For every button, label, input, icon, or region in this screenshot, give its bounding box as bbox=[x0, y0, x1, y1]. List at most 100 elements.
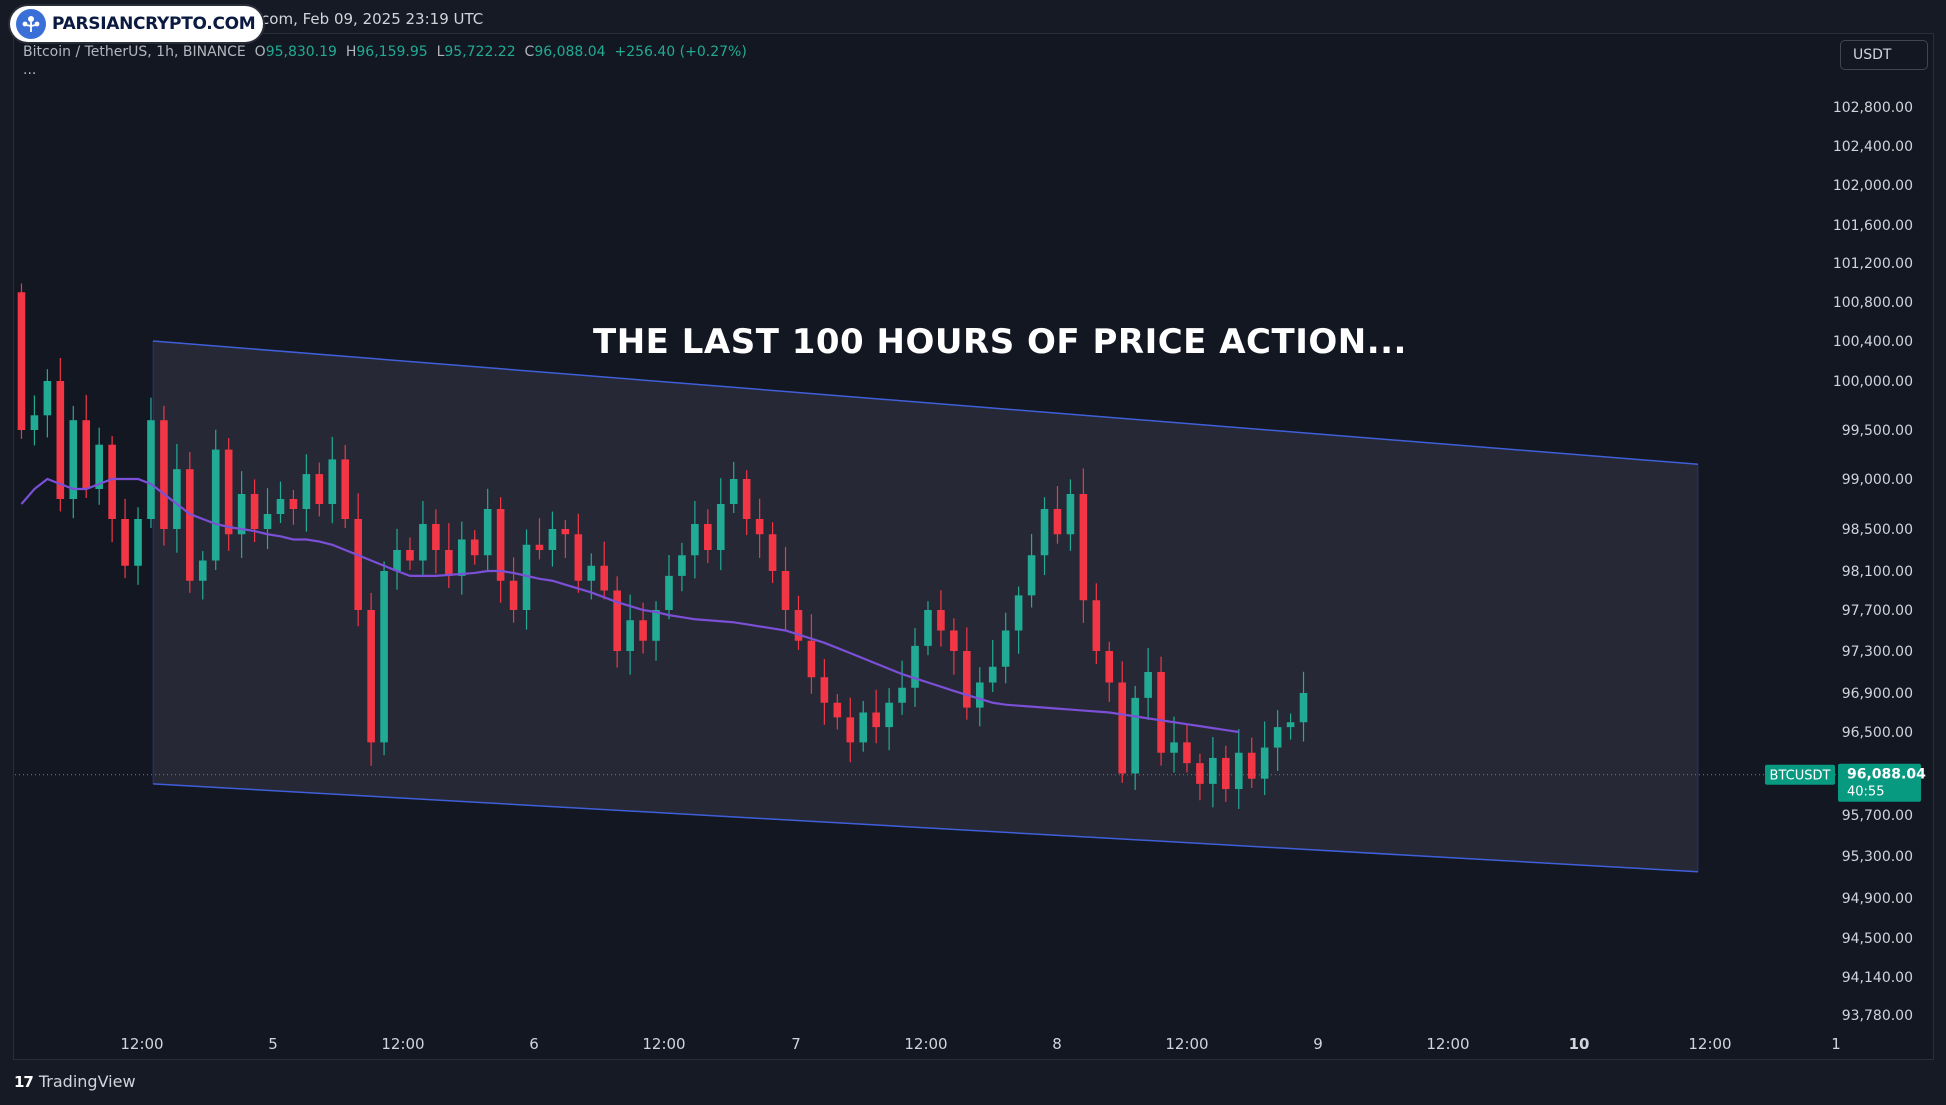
candle-body bbox=[548, 529, 557, 550]
candle-body bbox=[95, 444, 103, 489]
candle-body bbox=[419, 524, 427, 561]
y-axis-tick-label: 97,300.00 bbox=[1842, 644, 1913, 660]
x-axis-tick-label: 7 bbox=[791, 1035, 801, 1053]
symbol-badge-label: BTCUSDT bbox=[1770, 769, 1831, 784]
currency-selector[interactable]: USDT bbox=[1840, 40, 1928, 70]
candle-body bbox=[522, 544, 531, 610]
price-badge-countdown: 40:55 bbox=[1847, 785, 1884, 800]
candle-body bbox=[561, 529, 570, 535]
candle-body bbox=[639, 620, 647, 641]
candle-body bbox=[509, 580, 518, 610]
chart-pane[interactable]: 102,800.00 102,400.00 102,000.00 101,600.00… bbox=[13, 33, 1934, 1060]
candle-body bbox=[445, 550, 453, 576]
candle-body bbox=[1209, 757, 1217, 784]
candle-body bbox=[963, 651, 971, 708]
x-axis-tick-label: 6 bbox=[529, 1035, 539, 1053]
legend-low-label: L bbox=[436, 44, 445, 60]
y-axis-tick-label: 102,000.00 bbox=[1833, 178, 1913, 194]
y-axis-tick-label: 99,500.00 bbox=[1842, 423, 1913, 439]
moving-average-line bbox=[20, 477, 1239, 734]
candle-body bbox=[587, 565, 596, 581]
candle-body bbox=[30, 415, 39, 430]
candle-body bbox=[147, 420, 155, 519]
candle-body bbox=[69, 420, 78, 499]
candle-body bbox=[224, 449, 233, 535]
x-axis-tick-label: 12:00 bbox=[1688, 1035, 1731, 1053]
snapshot-caption: iew.com, Feb 09, 2025 23:19 UTC bbox=[232, 10, 484, 28]
y-axis-tick-label: 101,600.00 bbox=[1833, 218, 1913, 234]
candle-body bbox=[988, 666, 997, 683]
candle-body bbox=[1105, 651, 1114, 683]
x-axis-tick-label: 12:00 bbox=[1165, 1035, 1208, 1053]
x-axis-tick-label: 5 bbox=[268, 1035, 278, 1053]
x-axis-tick-label: 12:00 bbox=[120, 1035, 163, 1053]
candle-body bbox=[393, 550, 401, 571]
candle-body bbox=[704, 524, 712, 550]
y-axis-tick-label: 102,800.00 bbox=[1833, 100, 1913, 116]
legend-symbol: Bitcoin / TetherUS, 1h, BINANCE bbox=[23, 44, 246, 60]
y-axis-tick-label: 102,400.00 bbox=[1833, 139, 1913, 155]
candle-body bbox=[729, 479, 738, 504]
candle-body bbox=[652, 610, 660, 641]
candle-body bbox=[937, 610, 945, 631]
y-axis-tick-label: 98,100.00 bbox=[1842, 564, 1913, 580]
candle-body bbox=[535, 544, 544, 550]
x-axis-tick-label: 10 bbox=[1569, 1035, 1590, 1053]
candle-body bbox=[742, 479, 751, 519]
y-axis-tick-label: 96,900.00 bbox=[1842, 686, 1913, 702]
candle-body bbox=[406, 550, 414, 561]
tradingview-brand[interactable]: 17 TradingView bbox=[14, 1072, 136, 1091]
candle-body bbox=[211, 449, 220, 561]
price-badge bbox=[1838, 763, 1921, 802]
y-axis-tick-label: 95,300.00 bbox=[1842, 849, 1913, 865]
legend-change: +256.40 (+0.27%) bbox=[614, 44, 747, 60]
parallel-channel-fill bbox=[153, 341, 1698, 872]
price-chart[interactable]: 102,800.00 102,400.00 102,000.00 101,600.00… bbox=[14, 34, 1933, 1059]
y-axis-tick-label: 94,140.00 bbox=[1842, 970, 1913, 986]
candle-body bbox=[1273, 727, 1282, 748]
candle-body bbox=[470, 539, 479, 556]
candle-body bbox=[483, 509, 492, 556]
legend-high-label: H bbox=[345, 44, 357, 60]
candle-body bbox=[1247, 752, 1256, 779]
candle-body bbox=[1170, 742, 1178, 753]
bottom-bar bbox=[0, 1060, 1946, 1105]
y-axis-tick-label: 98,500.00 bbox=[1842, 522, 1913, 538]
symbol-badge bbox=[1765, 764, 1835, 785]
candle-body bbox=[328, 459, 337, 504]
candle-body bbox=[1286, 722, 1295, 728]
candle-body bbox=[1014, 595, 1023, 631]
y-axis-tick-label: 97,700.00 bbox=[1842, 603, 1913, 619]
candle-body bbox=[496, 509, 505, 581]
legend-more-button[interactable]: ... bbox=[23, 62, 37, 78]
tradingview-logo-icon: 17 bbox=[14, 1072, 34, 1091]
tradingview-label: TradingView bbox=[38, 1072, 136, 1091]
candle-body bbox=[198, 560, 207, 581]
candle-body bbox=[1001, 630, 1010, 667]
legend-low-value: 95,722.22 bbox=[444, 44, 516, 60]
candle-body bbox=[276, 499, 285, 514]
candle-body bbox=[250, 494, 259, 529]
logo-icon bbox=[16, 9, 46, 39]
channel-lower-line bbox=[152, 783, 1699, 873]
candle-body bbox=[1118, 682, 1127, 774]
candle-body bbox=[1027, 555, 1036, 596]
candle-body bbox=[289, 499, 298, 509]
legend-close-label: C bbox=[524, 44, 535, 60]
candle-body bbox=[173, 469, 181, 529]
candle-body bbox=[950, 630, 958, 651]
candle-body bbox=[160, 420, 168, 529]
y-axis-tick-label: 94,900.00 bbox=[1842, 891, 1913, 907]
candle-body bbox=[354, 519, 362, 610]
candle-body bbox=[1131, 697, 1139, 774]
candle-body bbox=[1183, 742, 1191, 764]
legend-close-value: 96,088.04 bbox=[534, 44, 606, 60]
x-axis-tick-label: 9 bbox=[1313, 1035, 1323, 1053]
candle-body bbox=[678, 555, 686, 576]
candle-body bbox=[302, 474, 311, 509]
candle-body bbox=[872, 712, 880, 728]
x-axis-tick-label: 12:00 bbox=[904, 1035, 947, 1053]
candle-body bbox=[885, 702, 893, 728]
candle-body bbox=[121, 519, 129, 566]
y-axis-tick-label: 95,700.00 bbox=[1842, 808, 1913, 824]
